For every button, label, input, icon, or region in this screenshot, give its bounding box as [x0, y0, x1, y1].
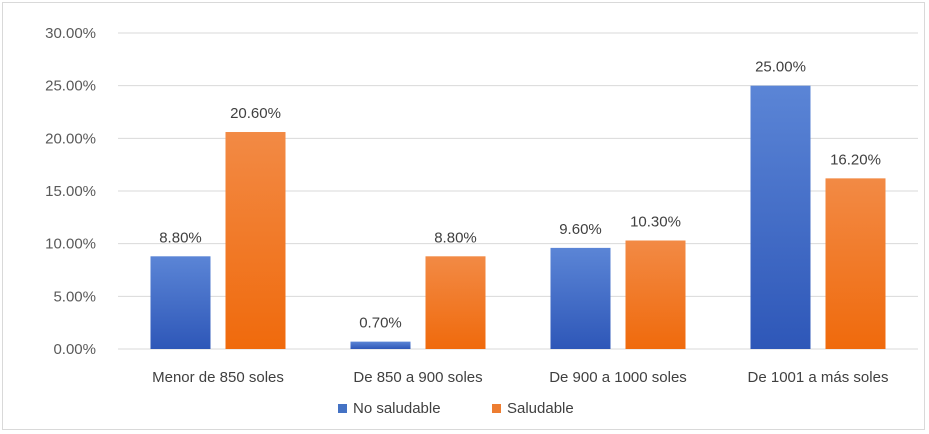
data-label: 9.60% [559, 221, 602, 238]
bar-no-saludable [750, 85, 811, 350]
bar-saludable [825, 178, 886, 349]
legend-label: No saludable [353, 400, 441, 417]
bar-saludable [425, 256, 486, 349]
bar-saludable [225, 132, 286, 349]
data-label: 8.80% [434, 229, 477, 246]
y-tick-label: 10.00% [45, 236, 96, 253]
legend-label: Saludable [507, 400, 574, 417]
data-label: 25.00% [755, 59, 806, 76]
data-label: 8.80% [159, 229, 202, 246]
category-label: De 1001 a más soles [748, 369, 889, 386]
y-tick-label: 20.00% [45, 130, 96, 147]
bar-no-saludable [550, 247, 611, 349]
legend-swatch [338, 404, 347, 413]
y-tick-label: 25.00% [45, 78, 96, 95]
bar-saludable [625, 240, 686, 349]
data-label: 10.30% [630, 214, 681, 231]
category-label: De 850 a 900 soles [353, 369, 482, 386]
x-axis-category-labels: Menor de 850 soles De 850 a 900 soles De 9… [152, 369, 888, 386]
y-tick-label: 15.00% [45, 183, 96, 200]
data-label: 20.60% [230, 105, 281, 122]
bars [150, 85, 886, 350]
y-axis-tick-labels: 0.00% 5.00% 10.00% 15.00% 20.00% 25.00% 30.00% [45, 25, 96, 358]
y-tick-label: 0.00% [53, 341, 96, 358]
data-labels: 8.80% 20.60% 0.70% 8.80% 9.60% 10.30% 25.00% 16… [159, 59, 881, 332]
data-label: 0.70% [359, 315, 402, 332]
legend-swatch [492, 404, 501, 413]
bar-no-saludable [350, 341, 411, 349]
data-label: 16.20% [830, 151, 881, 168]
legend: No saludable Saludable [338, 400, 574, 417]
bar-no-saludable [150, 256, 211, 349]
y-tick-label: 30.00% [45, 25, 96, 42]
category-label: Menor de 850 soles [152, 369, 284, 386]
category-label: De 900 a 1000 soles [549, 369, 687, 386]
y-tick-label: 5.00% [53, 288, 96, 305]
